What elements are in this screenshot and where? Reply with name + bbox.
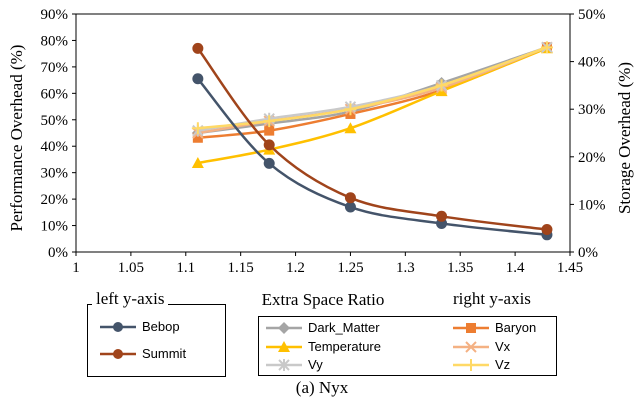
series-bebop-point xyxy=(263,157,275,169)
series-vy xyxy=(192,41,553,137)
legend-item-temperature: Temperature xyxy=(266,339,381,354)
series-temperature-point xyxy=(191,156,204,168)
y-right-tick-label: 30% xyxy=(578,102,606,118)
y-left-tick-label: 10% xyxy=(41,219,69,235)
legend-marker-temperature xyxy=(266,340,302,352)
x-tick-label: 1.35 xyxy=(447,260,473,276)
legend-marker-dark-matter xyxy=(266,321,302,334)
y-left-tick-label: 30% xyxy=(41,166,69,182)
legend-label-bebop: Bebop xyxy=(142,319,180,334)
series-baryon-point xyxy=(264,125,275,136)
series-temperature-point xyxy=(344,122,357,134)
y-left-tick-label: 50% xyxy=(41,113,69,129)
legend-left-title: left y-axis xyxy=(92,289,169,309)
legend-label-vx: Vx xyxy=(495,339,511,354)
y-axis-right-label: Storage Overhead (%) xyxy=(615,62,634,214)
series-vz-point xyxy=(344,103,357,116)
legend-item-bebop: Bebop xyxy=(100,319,180,334)
legend-marker-summit xyxy=(100,348,136,359)
figure-caption: (a) Nyx xyxy=(295,378,349,397)
y-left-tick-label: 80% xyxy=(41,33,69,49)
x-tick-label: 1.25 xyxy=(337,260,363,276)
y-right-tick-label: 0% xyxy=(578,245,598,261)
y-right-tick-label: 20% xyxy=(578,150,606,166)
y-left-tick-label: 60% xyxy=(41,86,69,102)
legend-label-summit: Summit xyxy=(142,346,187,361)
legend-item-summit: Summit xyxy=(100,346,186,361)
series-bebop xyxy=(192,73,553,241)
x-tick-label: 1.1 xyxy=(176,260,195,276)
legend-right xyxy=(258,316,557,376)
series-summit xyxy=(192,42,553,236)
y-left-tick-label: 40% xyxy=(41,139,69,155)
y-right-tick-label: 40% xyxy=(578,55,606,71)
y-right-tick-label: 50% xyxy=(578,7,606,23)
legend-item-dark-matter: Dark_Matter xyxy=(266,320,380,335)
series-summit-point xyxy=(192,42,204,54)
legend-item-vx: Vx xyxy=(453,339,510,354)
series-summit-line xyxy=(196,47,548,231)
plot-frame xyxy=(75,13,571,253)
series-bebop-point xyxy=(192,73,204,85)
x-tick-label: 1.4 xyxy=(506,260,525,276)
legend-label-baryon: Baryon xyxy=(495,320,537,335)
legend-item-vy: Vy xyxy=(266,357,323,372)
series-summit-point xyxy=(541,224,553,236)
series-summit-point xyxy=(263,139,275,151)
series-baryon-point xyxy=(192,132,203,143)
x-tick-label: 1 xyxy=(72,260,80,276)
series-vz-point xyxy=(540,41,553,54)
y-left-tick-label: 90% xyxy=(41,7,69,23)
legend-label-temperature: Temperature xyxy=(308,339,381,354)
legend-item-baryon: Baryon xyxy=(453,320,536,335)
legend-item-vz: Vz xyxy=(453,357,510,372)
y-left-tick-label: 0% xyxy=(48,245,68,261)
legend-marker-vy xyxy=(266,358,302,371)
series-vz-point xyxy=(435,79,448,92)
y-right-tick-label: 10% xyxy=(578,197,606,213)
series-vy-line xyxy=(197,46,548,132)
series-vz-point xyxy=(263,115,276,128)
series-summit-point xyxy=(436,210,448,222)
legend-marker-vx xyxy=(453,340,489,353)
x-tick-label: 1.3 xyxy=(396,260,415,276)
series-vz-line xyxy=(197,46,548,130)
series-summit-point xyxy=(344,192,356,204)
x-tick-label: 1.2 xyxy=(286,260,305,276)
legend-label-dark-matter: Dark_Matter xyxy=(308,320,380,335)
y-axis-left-label: Performance Overhead (%) xyxy=(7,45,26,232)
legend-marker-bebop xyxy=(100,321,136,332)
x-tick-label: 1.45 xyxy=(557,260,583,276)
legend-right-title: right y-axis xyxy=(449,289,535,309)
x-axis-label: Extra Space Ratio xyxy=(262,290,385,309)
series-bebop-point xyxy=(344,201,356,213)
x-tick-label: 1.05 xyxy=(118,260,144,276)
y-left-tick-label: 70% xyxy=(41,60,69,76)
legend-label-vz: Vz xyxy=(495,357,511,372)
legend-left xyxy=(87,304,226,377)
legend-marker-baryon xyxy=(453,322,489,333)
y-left-tick-label: 20% xyxy=(41,192,69,208)
legend-label-vy: Vy xyxy=(308,357,323,372)
series-vz-point xyxy=(191,122,204,135)
x-tick-label: 1.15 xyxy=(228,260,254,276)
legend-marker-vz xyxy=(453,358,489,371)
